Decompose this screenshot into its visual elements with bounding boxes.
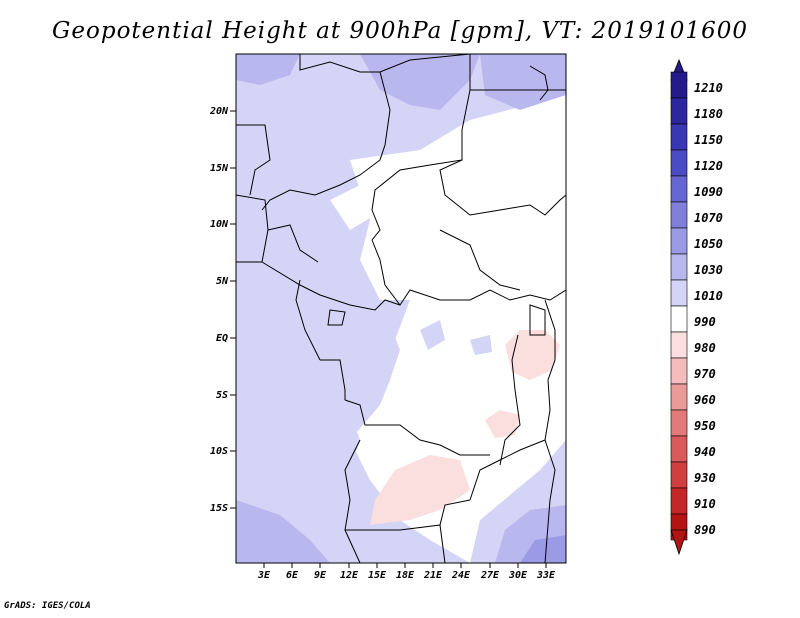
lon-tick-label: 21E <box>423 570 443 581</box>
lat-tick-label: 5S <box>216 390 228 401</box>
lon-tick-label: 24E <box>451 570 471 581</box>
legend-swatch <box>670 227 688 255</box>
lon-tick-label: 9E <box>314 570 327 581</box>
legend-level-label: 910 <box>694 497 716 511</box>
map-frame <box>235 53 567 564</box>
legend-swatch <box>670 305 688 333</box>
lon-tick-label: 30E <box>508 570 528 581</box>
legend-bottom-arrow <box>670 529 688 556</box>
legend-swatch <box>670 357 688 385</box>
legend-level-label: 1150 <box>694 133 723 147</box>
legend-swatch <box>670 487 688 515</box>
lat-tick-label: 10N <box>210 219 229 230</box>
color-legend: 1210 1180 1150 1120 1090 1070 1050 1030 … <box>670 58 723 556</box>
lon-tick-label: 6E <box>286 570 299 581</box>
legend-level-label: 980 <box>694 341 716 355</box>
legend-level-label: 1090 <box>694 185 723 199</box>
legend-swatch <box>670 71 688 99</box>
legend-swatch <box>670 331 688 359</box>
credit-label: GrADS: IGES/COLA <box>4 601 91 611</box>
legend-swatch <box>670 409 688 437</box>
borders <box>236 54 566 563</box>
lon-tick-label: 18E <box>396 570 415 581</box>
lat-tick-label: 5N <box>216 276 229 287</box>
legend-swatch <box>670 279 688 307</box>
legend-swatch <box>670 435 688 463</box>
legend-swatch <box>670 253 688 281</box>
legend-swatch <box>670 175 688 203</box>
legend-level-label: 1210 <box>694 81 723 95</box>
lon-axis: 3E 6E 9E 12E 15E 18E 21E 24E 27E 30E 33E <box>257 563 556 581</box>
lat-tick-label: EQ <box>216 333 228 344</box>
lat-tick-label: 10S <box>210 446 228 457</box>
legend-swatch <box>670 201 688 229</box>
height-field <box>236 54 566 563</box>
legend-level-label: 990 <box>694 315 716 329</box>
legend-level-label: 940 <box>694 445 716 459</box>
legend-level-label: 890 <box>694 523 716 537</box>
lon-tick-label: 12E <box>340 570 359 581</box>
legend-level-label: 960 <box>694 393 716 407</box>
map-title: Geopotential Height at 900hPa [gpm], VT:… <box>52 18 748 44</box>
legend-level-label: 1030 <box>694 263 723 277</box>
lat-tick-label: 15N <box>210 163 229 174</box>
lat-tick-label: 20N <box>209 106 229 117</box>
legend-level-label: 930 <box>694 471 716 485</box>
legend-swatch <box>670 461 688 489</box>
legend-cells <box>670 71 688 541</box>
legend-level-label: 1180 <box>694 107 723 121</box>
legend-level-label: 1120 <box>694 159 723 173</box>
lon-tick-label: 3E <box>257 570 271 581</box>
legend-level-label: 1050 <box>694 237 723 251</box>
lon-tick-label: 27E <box>480 570 500 581</box>
legend-level-label: 950 <box>694 419 716 433</box>
legend-level-label: 1070 <box>694 211 723 225</box>
legend-level-label: 970 <box>694 367 716 381</box>
legend-swatch <box>670 123 688 151</box>
lat-axis: 20N 15N 10N 5N EQ 5S 10S 15S <box>209 106 236 514</box>
legend-level-label: 1010 <box>694 289 723 303</box>
legend-swatch <box>670 383 688 411</box>
lat-tick-label: 15S <box>210 503 228 514</box>
lon-tick-label: 33E <box>536 570 556 581</box>
legend-swatch <box>670 149 688 177</box>
legend-swatch <box>670 97 688 125</box>
lon-tick-label: 15E <box>368 570 387 581</box>
